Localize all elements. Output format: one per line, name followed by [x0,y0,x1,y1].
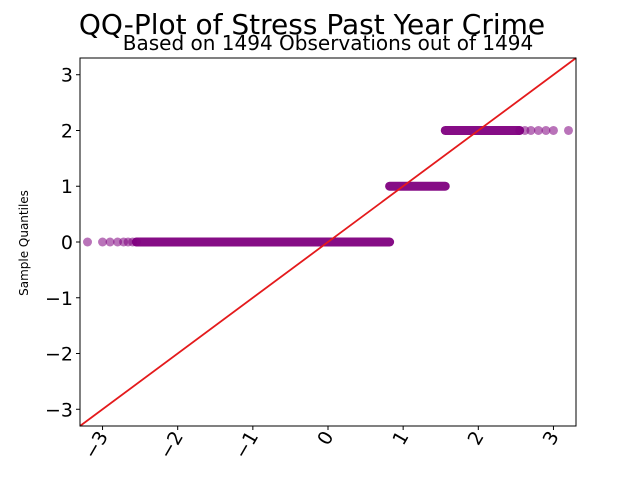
x-tick-label: 0 [313,428,338,449]
y-tick-label: −2 [45,344,73,366]
x-tick-label: −3 [80,428,113,463]
x-tick-label: −1 [230,428,263,463]
data-point [563,125,573,135]
plot-frame [79,57,577,427]
data-point [526,125,536,135]
x-tick-label: 2 [464,428,489,449]
x-tick-label: 3 [539,428,564,449]
data-point [98,237,108,247]
chart-title: QQ-Plot of Stress Past Year Crime [79,8,545,41]
reference-line-layer [79,57,577,427]
y-tick-label: −1 [45,288,73,310]
reference-line [79,57,577,427]
y-axis-label: Sample Quantiles [17,190,31,296]
data-point [541,125,551,135]
y-tick-label: 0 [61,232,73,254]
y-tick-label: 3 [61,65,73,87]
data-point [533,125,543,135]
data-points [83,125,573,247]
data-point [105,237,115,247]
y-tick-label: 2 [61,120,73,142]
chart-subtitle: Based on 1494 Observations out of 1494 [123,31,534,55]
data-point [548,125,558,135]
x-tick-label: 1 [388,428,413,449]
y-tick-label: 1 [61,176,73,198]
x-tick-label: −2 [155,428,188,463]
y-tick-label: −3 [45,399,73,421]
data-point [83,237,93,247]
